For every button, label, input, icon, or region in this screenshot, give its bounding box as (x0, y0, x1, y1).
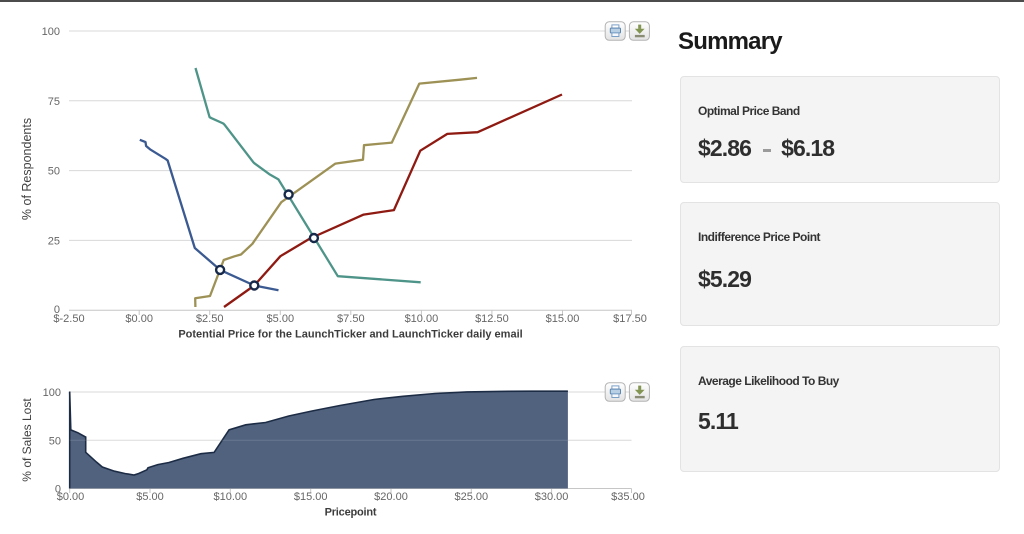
svg-text:$15.00: $15.00 (294, 491, 328, 503)
svg-text:0: 0 (54, 304, 60, 316)
svg-text:50: 50 (48, 166, 60, 178)
svg-text:$10.00: $10.00 (405, 313, 439, 325)
svg-text:$10.00: $10.00 (213, 491, 247, 503)
svg-text:$5.00: $5.00 (267, 313, 295, 325)
svg-text:$30.00: $30.00 (535, 491, 569, 503)
svg-text:% of Sales Lost: % of Sales Lost (20, 398, 34, 482)
svg-text:$2.50: $2.50 (196, 313, 224, 325)
svg-text:$15.00: $15.00 (546, 313, 580, 325)
svg-text:$17.50: $17.50 (613, 313, 647, 325)
svg-text:0: 0 (55, 484, 61, 496)
svg-text:50: 50 (49, 435, 61, 447)
svg-text:Pricepoint: Pricepoint (325, 507, 377, 519)
svg-text:100: 100 (43, 387, 61, 399)
svg-text:$7.50: $7.50 (337, 313, 365, 325)
svg-text:Potential Price for the Launch: Potential Price for the LaunchTicker and… (178, 329, 522, 341)
svg-text:$5.00: $5.00 (136, 491, 164, 503)
svg-text:25: 25 (48, 235, 60, 247)
svg-text:$35.00: $35.00 (611, 491, 645, 503)
svg-text:% of Respondents: % of Respondents (20, 118, 34, 220)
svg-text:$25.00: $25.00 (454, 491, 488, 503)
svg-text:$-2.50: $-2.50 (53, 313, 84, 325)
svg-text:75: 75 (48, 96, 60, 108)
svg-text:$12.50: $12.50 (475, 313, 509, 325)
svg-text:$0.00: $0.00 (57, 491, 85, 503)
svg-text:$20.00: $20.00 (374, 491, 408, 503)
svg-text:$0.00: $0.00 (125, 313, 153, 325)
svg-text:100: 100 (42, 26, 60, 38)
